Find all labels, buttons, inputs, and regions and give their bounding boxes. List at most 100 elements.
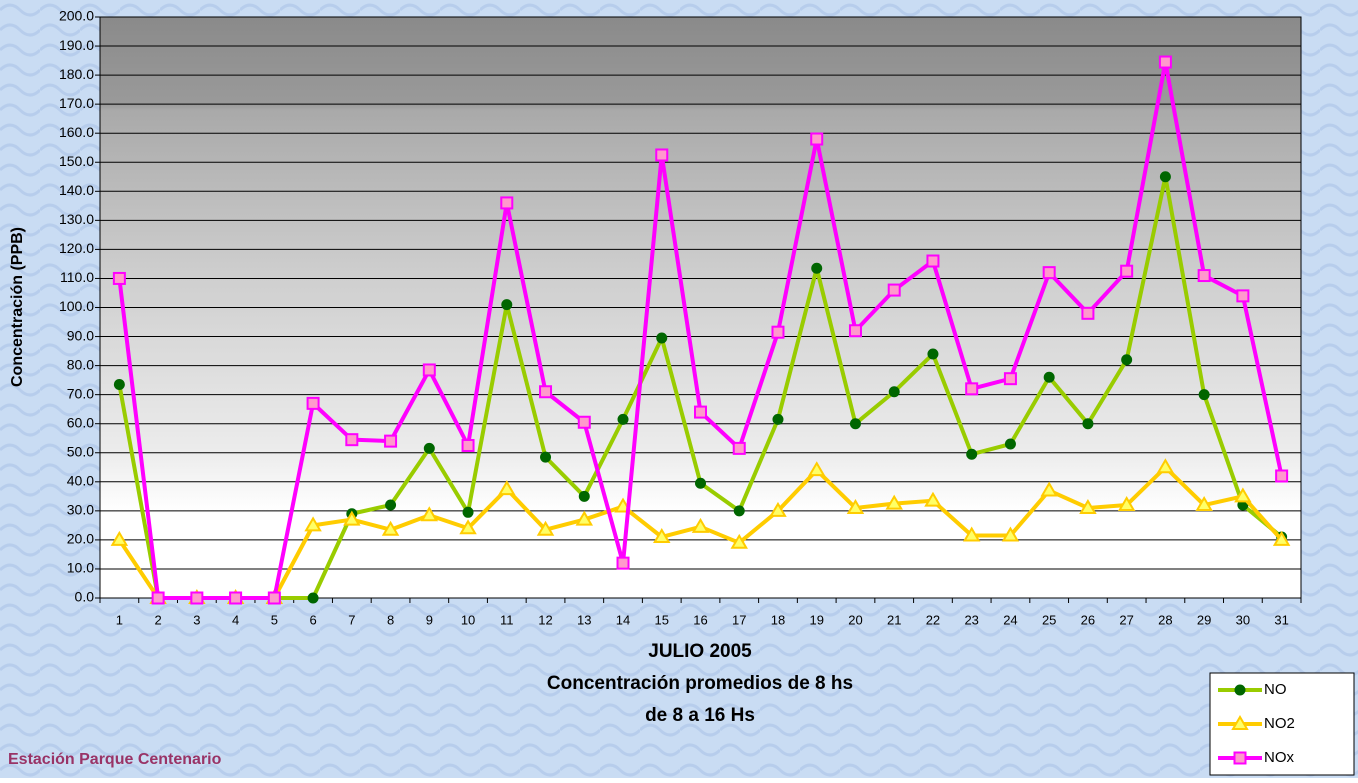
- data-point: [695, 477, 706, 489]
- data-point: [459, 519, 477, 535]
- data-point: [307, 592, 319, 604]
- data-point: [461, 438, 475, 452]
- data-point: [110, 530, 129, 546]
- data-point: [1042, 266, 1056, 280]
- x-tick-label: 25: [1042, 612, 1056, 627]
- data-point: [888, 386, 900, 398]
- data-point: [927, 348, 939, 360]
- data-point: [691, 517, 710, 533]
- x-tick-label: 1: [116, 612, 123, 627]
- data-point: [345, 433, 359, 447]
- data-point: [501, 299, 513, 311]
- data-point: [462, 506, 474, 518]
- data-point: [1236, 289, 1250, 303]
- data-point: [733, 505, 745, 517]
- legend-marker: [1234, 684, 1246, 696]
- x-tick-label: 27: [1119, 612, 1133, 627]
- x-tick-label: 22: [926, 612, 940, 627]
- data-point: [1001, 526, 1020, 542]
- data-point: [810, 132, 824, 146]
- data-point: [151, 591, 165, 605]
- legend-marker: [1231, 715, 1249, 730]
- data-point: [229, 591, 243, 605]
- y-tick-label: 140.0: [59, 182, 94, 198]
- x-tick-label: 17: [732, 612, 746, 627]
- data-point: [849, 418, 861, 430]
- y-tick-label: 50.0: [67, 443, 94, 459]
- legend-marker: [1233, 751, 1247, 765]
- y-tick-label: 0.0: [75, 589, 95, 605]
- y-tick-label: 10.0: [67, 560, 94, 576]
- y-tick-label: 200.0: [59, 8, 94, 24]
- x-tick-label: 23: [964, 612, 978, 627]
- data-point: [656, 332, 668, 344]
- x-axis-title: de 8 a 16 Hs: [645, 705, 755, 726]
- x-axis-title: Concentración promedios de 8 hs: [547, 673, 853, 694]
- y-axis-label: Concentración (PPB): [9, 227, 26, 387]
- x-tick-label: 29: [1197, 612, 1211, 627]
- data-point: [420, 506, 439, 522]
- x-tick-label: 2: [154, 612, 161, 627]
- data-point: [807, 461, 826, 477]
- y-tick-label: 90.0: [67, 327, 94, 343]
- x-tick-label: 16: [693, 612, 707, 627]
- y-tick-label: 190.0: [59, 37, 94, 53]
- x-tick-label: 4: [232, 612, 239, 627]
- x-tick-label: 14: [616, 612, 630, 627]
- data-point: [423, 442, 435, 454]
- x-tick-label: 11: [500, 612, 514, 627]
- legend-label: NO: [1264, 681, 1287, 698]
- data-point: [1156, 458, 1175, 474]
- footer: Estación Parque Centenario: [8, 751, 222, 768]
- data-point: [694, 405, 707, 419]
- data-point: [617, 413, 629, 425]
- data-point: [384, 434, 398, 448]
- data-point: [732, 441, 746, 455]
- data-point: [772, 413, 784, 425]
- data-point: [1003, 372, 1017, 386]
- data-point: [1198, 389, 1210, 401]
- data-point: [1121, 354, 1133, 366]
- legend-label: NO2: [1264, 715, 1295, 732]
- data-point: [190, 591, 204, 605]
- x-axis-title: JULIO 2005: [648, 641, 752, 662]
- data-point: [655, 148, 669, 162]
- data-point: [422, 363, 436, 377]
- legend-label: NOx: [1264, 749, 1295, 766]
- y-tick-label: 110.0: [60, 269, 94, 285]
- data-point: [966, 448, 978, 460]
- data-point: [1117, 496, 1136, 512]
- y-tick-label: 150.0: [59, 153, 94, 169]
- x-tick-label: 19: [809, 612, 823, 627]
- y-tick-label: 70.0: [67, 385, 94, 401]
- x-tick-label: 8: [387, 612, 394, 627]
- x-tick-label: 26: [1081, 612, 1095, 627]
- data-point: [1043, 371, 1055, 383]
- data-point: [1079, 498, 1097, 514]
- x-tick-label: 9: [426, 612, 433, 627]
- x-tick-label: 5: [271, 612, 278, 627]
- y-tick-label: 40.0: [67, 473, 94, 489]
- data-point: [1195, 496, 1213, 512]
- data-point: [540, 451, 552, 463]
- data-point: [536, 520, 555, 536]
- x-tick-label: 13: [577, 612, 591, 627]
- data-point: [539, 385, 553, 399]
- data-point: [771, 325, 785, 339]
- data-point: [811, 262, 823, 274]
- data-point: [887, 283, 901, 297]
- data-point: [498, 480, 516, 496]
- data-point: [965, 382, 979, 396]
- data-point: [500, 196, 514, 210]
- y-tick-label: 30.0: [67, 502, 94, 518]
- data-point: [385, 499, 397, 511]
- data-point: [1081, 306, 1095, 320]
- data-point: [1272, 530, 1291, 546]
- data-point: [1082, 418, 1094, 430]
- data-point: [577, 415, 591, 429]
- x-tick-label: 10: [461, 612, 475, 627]
- x-tick-label: 7: [348, 612, 355, 627]
- y-tick-label: 180.0: [59, 66, 94, 82]
- data-point: [846, 498, 865, 514]
